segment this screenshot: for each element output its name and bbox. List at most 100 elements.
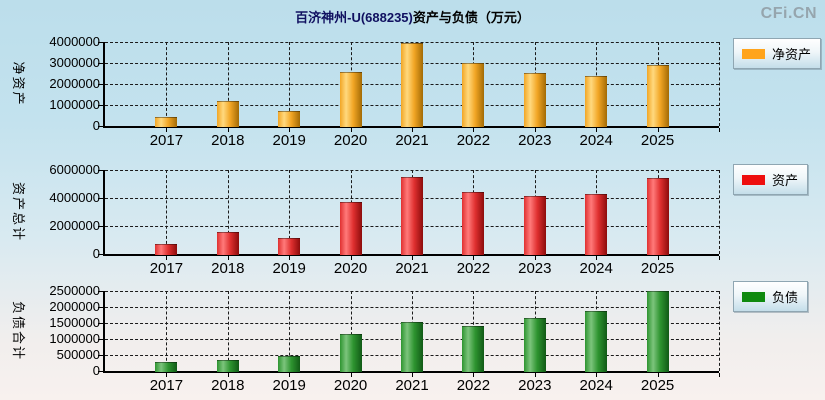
bar-2019: [278, 111, 301, 127]
x-tick-mark: [166, 128, 168, 132]
x-tick-mark: [412, 256, 413, 260]
y-tick-mark: [98, 291, 104, 292]
x-tick-mark: [350, 128, 352, 132]
x-tick-label-2025: 2025: [640, 132, 675, 149]
x-tick-mark: [227, 373, 229, 377]
x-tick-label-2022: 2022: [456, 260, 491, 277]
x-tick-mark: [412, 128, 413, 132]
bar-2022: [462, 326, 485, 372]
v-gridline: [719, 170, 720, 254]
plot-area-net-assets: [103, 42, 719, 128]
x-tick-mark: [289, 128, 291, 132]
x-tick-label-2017: 2017: [149, 260, 184, 277]
bar-2021: [401, 177, 423, 255]
legend-label: 资产: [772, 173, 799, 188]
x-tick-mark: [596, 128, 598, 132]
x-tick-mark: [350, 256, 352, 260]
y-tick-mark: [98, 170, 104, 171]
bar-2022: [462, 192, 485, 255]
x-tick-mark: [473, 256, 475, 260]
y-tick-mark: [98, 226, 104, 227]
x-tick-mark: [719, 373, 720, 377]
x-tick-mark: [657, 256, 659, 260]
chart-title: 百济神州-U(688235)资产与负债（万元）: [0, 10, 825, 26]
bar-2019: [278, 356, 301, 372]
bar-2022: [462, 63, 485, 127]
y-tick-mark: [98, 63, 104, 64]
x-tick-mark: [596, 373, 598, 377]
y-tick-label: 4000000: [49, 190, 100, 205]
bar-2020: [339, 334, 362, 372]
y-axis-title-total-assets: 资产总计: [11, 181, 26, 243]
y-tick-mark: [98, 371, 104, 372]
y-tick-label: 2500000: [49, 283, 100, 298]
x-tick-label-2023: 2023: [518, 132, 552, 149]
x-tick-label-2024: 2024: [579, 260, 613, 277]
v-gridline: [350, 291, 352, 371]
bar-2025: [646, 178, 669, 255]
x-tick-mark: [289, 256, 291, 260]
y-tick-mark: [98, 42, 104, 43]
x-tick-mark: [227, 128, 229, 132]
y-tick-mark: [98, 355, 104, 356]
x-tick-mark: [289, 373, 291, 377]
bar-2024: [585, 76, 608, 127]
legend-swatch-orange: [742, 48, 765, 59]
bar-2025: [646, 291, 669, 372]
y-tick-label: 6000000: [49, 162, 100, 177]
x-tick-label-2020: 2020: [333, 260, 368, 277]
legend-assets: 资产: [733, 164, 809, 195]
y-tick-mark: [98, 307, 104, 308]
bar-2017: [155, 244, 178, 255]
cfi-logo: CFi.CN: [760, 5, 817, 22]
v-gridline: [289, 170, 291, 254]
bar-2018: [216, 360, 239, 372]
y-tick-mark: [98, 254, 104, 255]
x-tick-mark: [473, 373, 475, 377]
x-tick-mark: [719, 256, 720, 260]
y-tick-label: 1000000: [49, 331, 100, 346]
bar-2018: [216, 101, 239, 127]
x-tick-label-2024: 2024: [579, 377, 613, 394]
x-tick-label-2018: 2018: [211, 260, 245, 277]
y-tick-label: 1000000: [49, 97, 100, 112]
x-tick-label-2017: 2017: [149, 132, 184, 149]
y-tick-label: 2000000: [49, 299, 100, 314]
y-tick-label: 0: [92, 246, 100, 261]
x-tick-mark: [227, 256, 229, 260]
x-tick-label-2019: 2019: [272, 260, 306, 277]
bar-2017: [155, 362, 178, 372]
y-tick-mark: [98, 198, 104, 199]
x-tick-label-2018: 2018: [211, 132, 245, 149]
x-tick-label-2024: 2024: [579, 132, 613, 149]
y-tick-mark: [98, 105, 104, 106]
x-tick-label-2019: 2019: [272, 377, 306, 394]
x-tick-label-2025: 2025: [640, 260, 675, 277]
bar-2018: [216, 232, 239, 255]
v-gridline: [166, 42, 168, 126]
y-tick-mark: [98, 126, 104, 127]
y-tick-label: 0: [92, 118, 100, 133]
x-tick-mark: [473, 128, 475, 132]
v-gridline: [227, 170, 229, 254]
x-tick-mark: [166, 373, 168, 377]
x-tick-label-2023: 2023: [518, 260, 552, 277]
legend-label: 负债: [772, 290, 799, 305]
x-tick-mark: [412, 373, 413, 377]
bar-2024: [585, 311, 608, 372]
legend-swatch-green: [742, 291, 765, 302]
x-tick-mark: [534, 373, 536, 377]
legend-swatch-red: [742, 174, 765, 185]
x-tick-mark: [166, 256, 168, 260]
x-tick-label-2021: 2021: [395, 377, 429, 394]
bar-2023: [523, 318, 546, 372]
plot-area-liabilities: [103, 291, 719, 373]
x-tick-mark: [719, 128, 720, 132]
v-gridline: [166, 170, 168, 254]
bar-2021: [401, 322, 423, 372]
bar-2023: [523, 196, 546, 255]
x-tick-mark: [534, 128, 536, 132]
v-gridline: [227, 42, 229, 126]
y-axis-title-liabilities: 负债合计: [11, 300, 26, 362]
bar-2019: [278, 238, 301, 255]
